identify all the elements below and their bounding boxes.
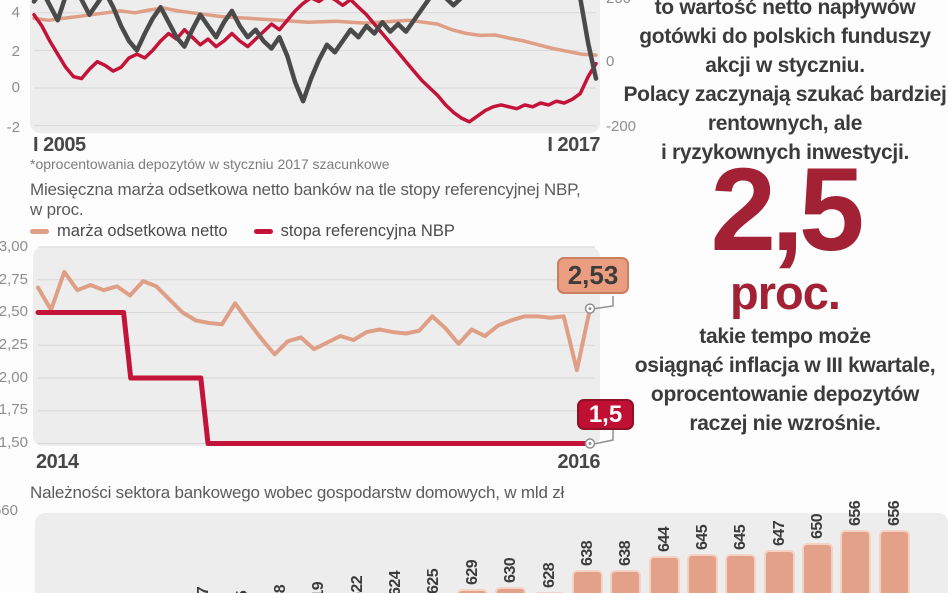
big-number: 2,5 bbox=[622, 150, 948, 270]
bar-value-label: 624 bbox=[381, 548, 410, 593]
bar bbox=[802, 543, 833, 593]
bar bbox=[457, 589, 488, 593]
bar bbox=[840, 530, 871, 593]
bar bbox=[725, 554, 756, 593]
bar-value-label: 619 bbox=[304, 559, 333, 593]
bar-value-label: 612 bbox=[151, 575, 180, 593]
bar-value-label: 617 bbox=[189, 564, 218, 593]
bar bbox=[879, 530, 910, 593]
bar-value-label: 628 bbox=[535, 540, 564, 588]
bar-value-label: 656 bbox=[880, 478, 909, 526]
bar-value-label: 615 bbox=[228, 568, 257, 593]
bar-value-label: 645 bbox=[726, 502, 755, 550]
bar bbox=[495, 587, 526, 593]
bar bbox=[764, 550, 795, 593]
right-column-paragraph-2: takie tempo może osiągnąć inflacja w III… bbox=[622, 322, 948, 438]
bar-value-label: 630 bbox=[496, 535, 525, 583]
bar-value-label: 638 bbox=[611, 518, 640, 566]
bar-value-label: 644 bbox=[650, 504, 679, 552]
bar-value-label: 647 bbox=[765, 498, 794, 546]
bar bbox=[687, 554, 718, 593]
bar-value-label: 656 bbox=[841, 478, 870, 526]
bar-value-label: 625 bbox=[419, 546, 448, 593]
bar-value-label: 629 bbox=[458, 537, 487, 585]
bar-value-label: 650 bbox=[803, 491, 832, 539]
right-column-paragraph-1: to wartość netto napływów gotówki do pol… bbox=[622, 0, 948, 167]
bar bbox=[572, 570, 603, 593]
bar bbox=[649, 556, 680, 593]
infographic-canvas: 420-2 2000-200 I 2005 I 2017 *oprocentow… bbox=[0, 0, 948, 593]
bar-value-label: 622 bbox=[343, 553, 372, 593]
bar-value-label: 618 bbox=[266, 562, 295, 593]
big-number-unit: proc. bbox=[622, 268, 948, 318]
bar-value-label: 645 bbox=[688, 502, 717, 550]
bar-value-label: 638 bbox=[573, 518, 602, 566]
bar bbox=[610, 570, 641, 593]
